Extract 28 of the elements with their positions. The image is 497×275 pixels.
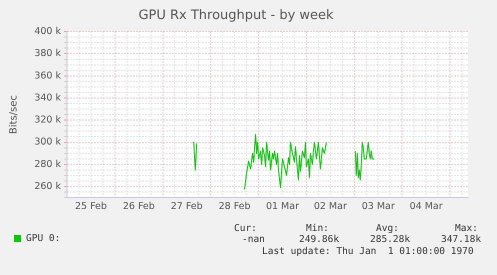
y-tick-label: 380 k	[34, 48, 62, 60]
y-tick-label: 400 k	[34, 26, 62, 38]
x-tick-label: 01 Mar	[266, 200, 300, 212]
y-tick-label: 340 k	[34, 92, 62, 104]
x-tick-label: 26 Feb	[122, 200, 155, 212]
legend-label: GPU 0:	[26, 233, 60, 244]
x-tick-label: 02 Mar	[314, 200, 347, 212]
chart-title: GPU Rx Throughput - by week	[138, 8, 334, 24]
text: 285.28k	[370, 234, 410, 245]
x-tick-label: 04 Mar	[410, 200, 443, 212]
text: 249.86k	[299, 234, 340, 245]
text: Avg:	[376, 223, 399, 234]
y-axis-title: Bits/sec	[8, 95, 20, 134]
x-tick-label: 28 Feb	[218, 200, 251, 212]
y-tick-label: 360 k	[34, 70, 62, 82]
y-tick-label: 300 k	[34, 136, 62, 148]
text: Min:	[306, 223, 329, 234]
y-tick-label: 280 k	[34, 158, 62, 170]
text: Max:	[455, 223, 478, 234]
y-tick-label: 260 k	[34, 181, 62, 192]
text: Cur:	[234, 223, 257, 234]
text: 347.18k	[441, 234, 482, 245]
x-tick-label: 25 Feb	[74, 200, 107, 212]
x-tick-label: 27 Feb	[170, 200, 203, 212]
text: -nan	[242, 234, 265, 245]
y-tick-label: 320 k	[34, 114, 62, 126]
x-tick-label: 03 Mar	[362, 200, 395, 212]
text: Last update: Thu Jan 1 01:00:00 1970	[262, 246, 474, 257]
